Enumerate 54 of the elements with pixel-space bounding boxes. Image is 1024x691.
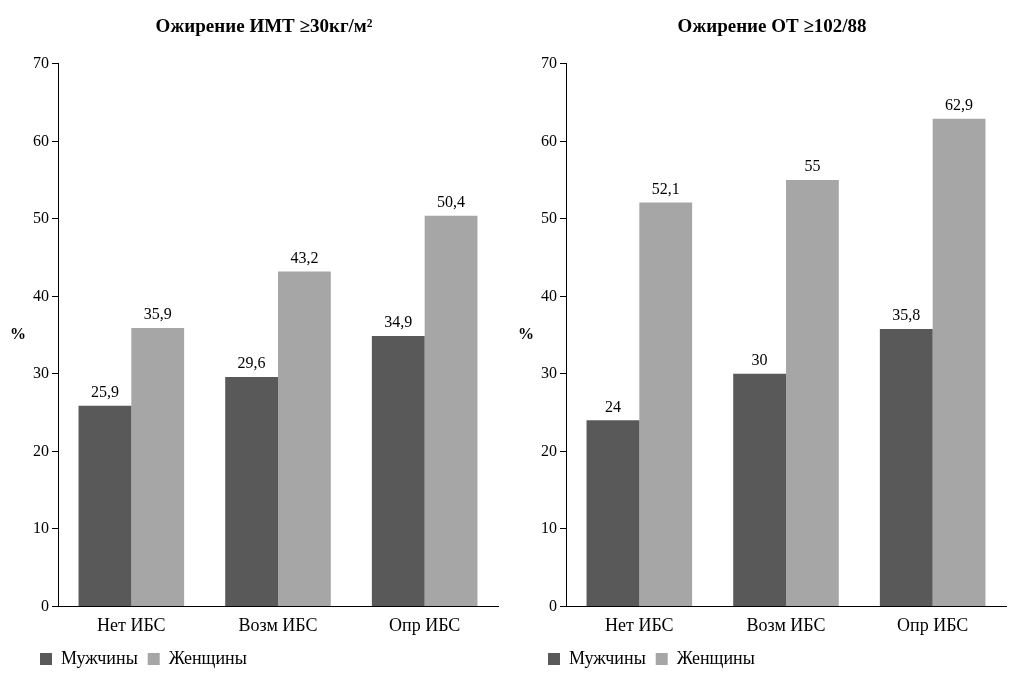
legend-label: Женщины (676, 647, 755, 668)
data-label: 55 (804, 157, 821, 175)
bar (733, 373, 786, 606)
bar (424, 215, 478, 606)
y-tick-label: 70 (33, 54, 49, 71)
data-label: 24 (604, 397, 621, 415)
y-tick-label: 30 (33, 364, 49, 382)
bar (879, 328, 933, 606)
data-label: 43,2 (290, 248, 319, 266)
legend-label: Мужчины (61, 647, 138, 668)
data-label: 34,9 (384, 313, 413, 331)
y-tick-label: 10 (541, 519, 557, 537)
data-label: 50,4 (437, 192, 466, 210)
y-tick-label: 10 (33, 519, 49, 537)
y-tick-label: 0 (549, 596, 557, 614)
data-label: 62,9 (945, 96, 974, 114)
x-tick-label: Нет ИБС (605, 614, 674, 635)
x-tick-label: Возм ИБС (238, 614, 318, 635)
y-tick-label: 30 (541, 364, 557, 382)
x-tick-label: Опр ИБС (896, 614, 969, 635)
y-tick-label: 50 (33, 209, 49, 227)
y-tick-label: 20 (541, 441, 557, 459)
bar (225, 376, 278, 606)
bar (131, 328, 185, 606)
y-tick-label: 70 (541, 54, 557, 71)
bar (78, 405, 132, 606)
y-tick-label: 20 (33, 441, 49, 459)
y-tick-label: 40 (33, 286, 49, 304)
y-tick-label: 40 (541, 286, 557, 304)
chart-title: Ожирение ОТ ≥102/88 (677, 15, 867, 37)
data-label: 35,9 (143, 305, 172, 323)
y-tick-label: 50 (541, 209, 557, 227)
bar (786, 180, 839, 606)
data-label: 29,6 (237, 354, 266, 372)
legend-label: Женщины (168, 647, 247, 668)
data-label: 35,8 (892, 306, 921, 324)
data-label: 25,9 (90, 382, 119, 400)
bar (371, 335, 425, 606)
bar (639, 202, 693, 606)
bar (278, 271, 331, 606)
chart-title: Ожирение ИМТ ≥30кг/м² (155, 15, 373, 37)
x-tick-label: Нет ИБС (97, 614, 166, 635)
data-label: 52,1 (651, 179, 680, 197)
y-tick-label: 60 (33, 131, 49, 149)
y-axis-title: % (10, 325, 26, 343)
x-tick-label: Возм ИБС (746, 614, 826, 635)
bar (932, 118, 986, 606)
data-label: 30 (751, 351, 768, 369)
y-axis-title: % (518, 325, 534, 343)
x-tick-label: Опр ИБС (388, 614, 461, 635)
legend-label: Мужчины (569, 647, 646, 668)
bar (586, 420, 640, 606)
y-tick-label: 60 (541, 131, 557, 149)
y-tick-label: 0 (41, 596, 49, 614)
